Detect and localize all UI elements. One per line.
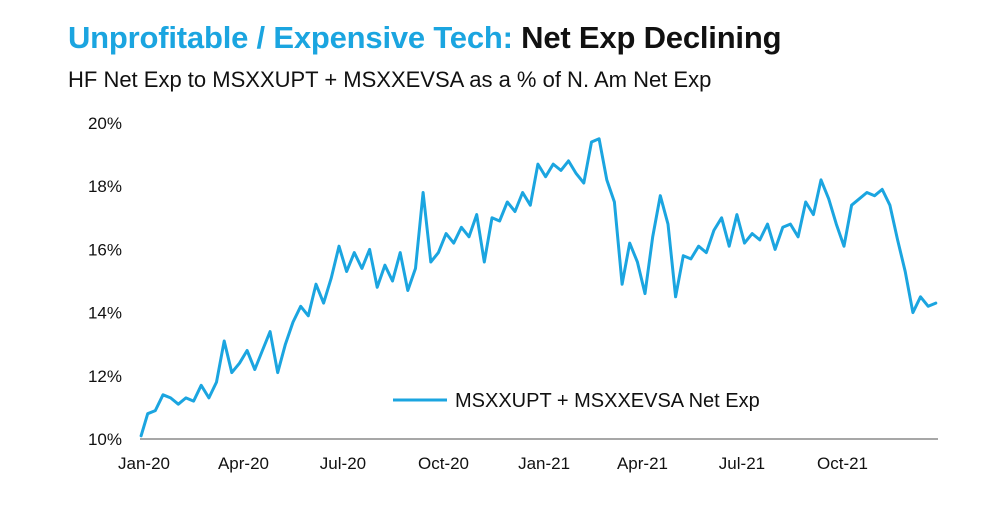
y-tick-label: 16%: [88, 240, 122, 259]
x-axis-tick-labels: Jan-20 Apr-20 Jul-20 Oct-20 Jan-21 Apr-21 Jul-…: [118, 454, 868, 473]
chart-subtitle: HF Net Exp to MSXXUPT + MSXXEVSA as a % …: [68, 67, 712, 92]
x-tick-label: Apr-20: [218, 454, 269, 473]
y-tick-label: 10%: [88, 430, 122, 449]
x-tick-label: Apr-21: [617, 454, 668, 473]
x-tick-label: Oct-21: [817, 454, 868, 473]
legend: MSXXUPT + MSXXEVSA Net Exp: [393, 390, 760, 412]
chart-title-main: Net Exp Declining: [521, 20, 782, 55]
x-tick-label: Oct-20: [418, 454, 469, 473]
chart-title: Unprofitable / Expensive Tech: Net Exp D…: [68, 20, 782, 56]
y-tick-label: 20%: [88, 114, 122, 133]
y-tick-label: 18%: [88, 177, 122, 196]
y-axis-tick-labels: 10% 12% 14% 16% 18% 20%: [88, 114, 122, 449]
x-tick-label: Jan-20: [118, 454, 170, 473]
x-tick-label: Jan-21: [518, 454, 570, 473]
y-tick-label: 12%: [88, 367, 122, 386]
x-tick-label: Jul-21: [719, 454, 765, 473]
x-tick-label: Jul-20: [320, 454, 366, 473]
series-line: [139, 137, 938, 438]
chart-title-accent: Unprofitable / Expensive Tech:: [68, 20, 513, 55]
legend-label: MSXXUPT + MSXXEVSA Net Exp: [455, 390, 760, 412]
y-tick-label: 14%: [88, 304, 122, 323]
